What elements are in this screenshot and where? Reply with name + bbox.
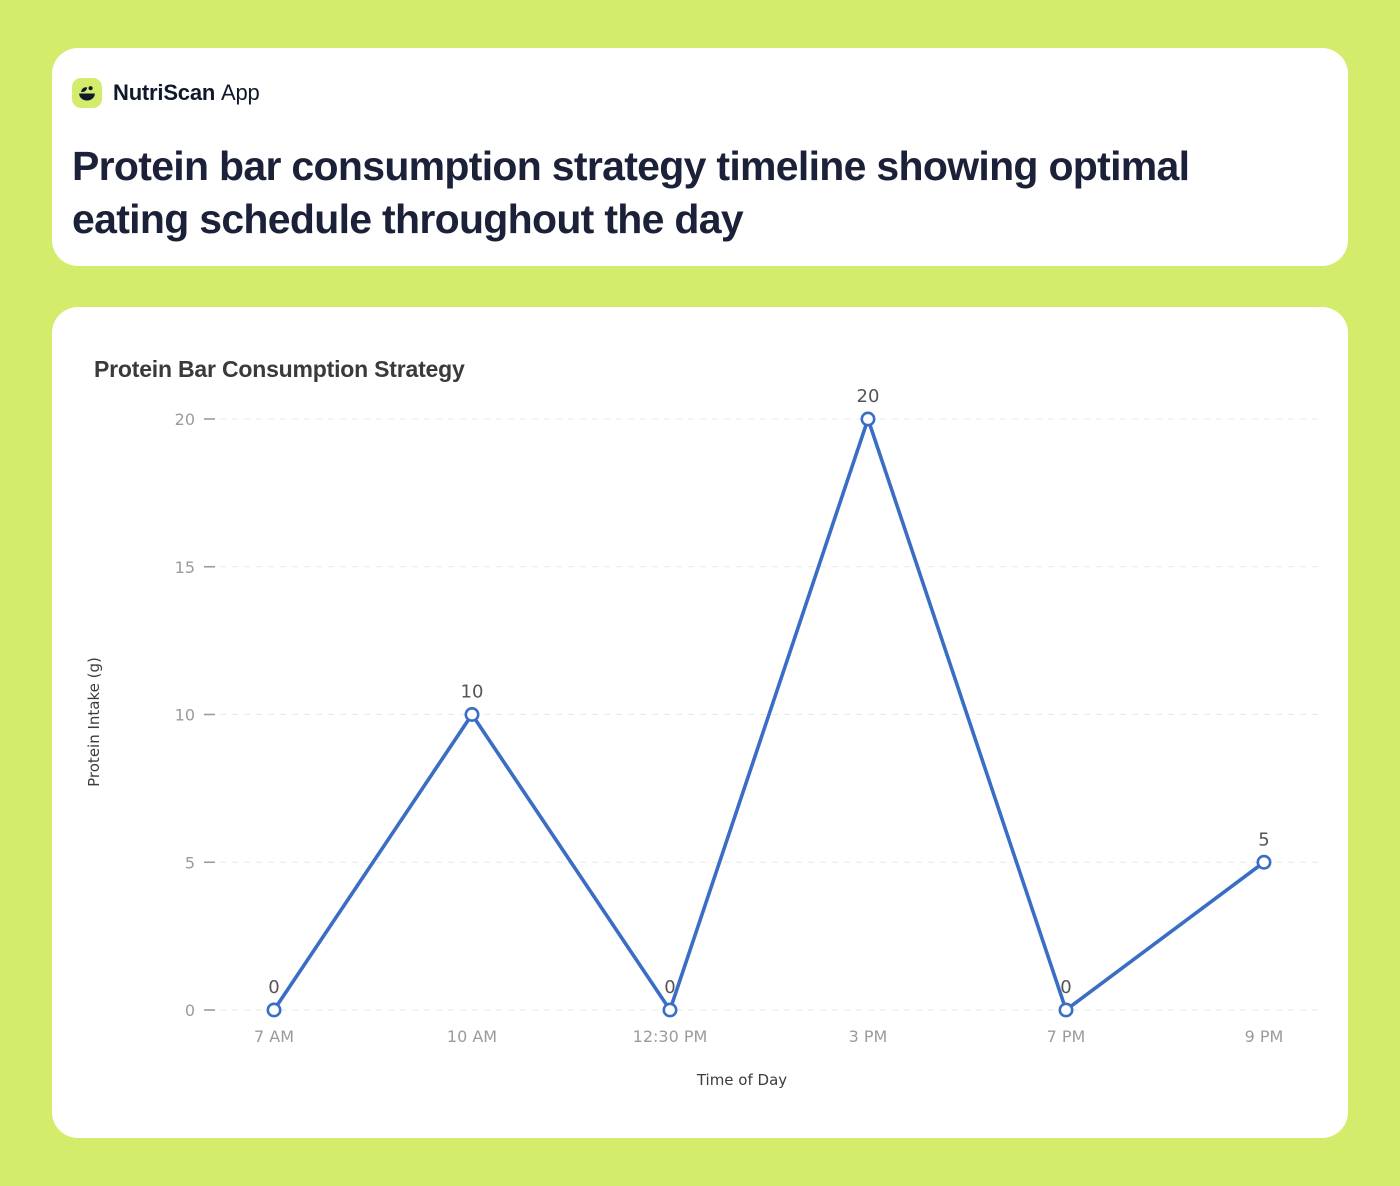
page-title: Protein bar consumption strategy timelin…	[72, 143, 1190, 243]
brand-name: NutriScan App	[113, 80, 260, 106]
data-point-labels: 0 10 0 20 0 5	[268, 386, 1269, 998]
data-point-label: 5	[1258, 829, 1269, 850]
data-point-marker	[464, 706, 480, 722]
header-card: NutriScan App Protein bar consumption st…	[52, 48, 1348, 266]
brand: NutriScan App	[72, 76, 1348, 110]
y-axis-ticks: 0 5 10 15 20	[175, 410, 215, 1020]
data-series	[272, 413, 1266, 1015]
x-tick-label: 7 PM	[1047, 1027, 1086, 1046]
x-tick-label: 7 AM	[254, 1027, 294, 1046]
chart-title: Protein Bar Consumption Strategy	[94, 356, 465, 382]
x-axis-ticks: 7 AM 10 AM 12:30 PM 3 PM 7 PM 9 PM	[254, 1027, 1283, 1046]
x-tick-label: 3 PM	[849, 1027, 888, 1046]
y-axis-title: Protein Intake (g)	[85, 657, 103, 787]
y-tick-label: 10	[175, 706, 195, 725]
y-tick-label: 15	[175, 558, 195, 577]
data-point-label: 0	[664, 977, 675, 998]
data-point-marker	[1058, 1002, 1074, 1018]
nutrition-bowl-icon	[72, 78, 102, 108]
x-axis-title: Time of Day	[696, 1071, 787, 1089]
series-line	[272, 413, 1266, 1015]
chart-card: Protein Bar Consumption Strategy Protein…	[52, 307, 1348, 1138]
y-tick-label: 5	[185, 853, 195, 872]
y-tick-label: 0	[185, 1001, 195, 1020]
data-point-label: 0	[1060, 977, 1071, 998]
gridlines	[220, 418, 1324, 1011]
x-tick-label: 12:30 PM	[633, 1027, 708, 1046]
data-point-marker	[1256, 854, 1272, 870]
data-point-markers	[266, 411, 1272, 1018]
data-point-marker	[662, 1002, 678, 1018]
y-tick-label: 20	[175, 410, 195, 429]
data-point-label: 0	[268, 977, 279, 998]
data-point-marker	[266, 1002, 282, 1018]
brand-name-light: App	[221, 80, 260, 105]
data-point-label: 10	[461, 682, 484, 703]
x-tick-label: 9 PM	[1245, 1027, 1284, 1046]
brand-name-bold: NutriScan	[113, 80, 216, 105]
x-tick-label: 10 AM	[447, 1027, 497, 1046]
line-chart-svg: Protein Intake (g) Time of Day 05101520 …	[85, 386, 1324, 1089]
chart-plot-area: Protein Intake (g) Time of Day 0 5 10 15 20 …	[52, 307, 1348, 1138]
data-point-marker	[860, 411, 876, 427]
data-point-label: 20	[857, 386, 880, 407]
